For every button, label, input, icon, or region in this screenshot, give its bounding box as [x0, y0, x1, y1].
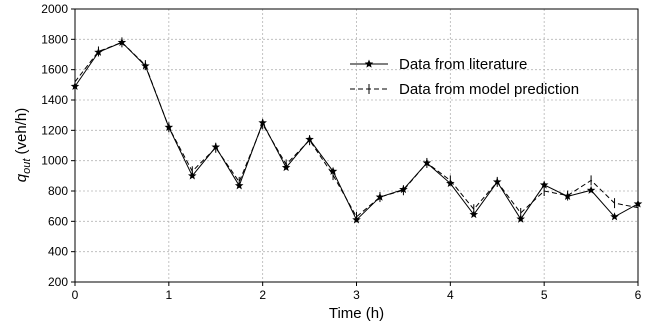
- data-point-literature: [375, 192, 385, 201]
- x-tick-label: 4: [447, 288, 454, 302]
- data-point-literature: [469, 210, 479, 219]
- tick-labels: 200 400 600 800 1000 1200 1400 1600 1800 2000 0 1 2 3…: [41, 2, 641, 302]
- y-tick-label: 1000: [41, 154, 68, 168]
- data-point-literature: [516, 214, 525, 223]
- y-axis-label-subscript: out: [21, 158, 33, 174]
- y-tick-label: 200: [48, 275, 68, 289]
- y-tick-label: 1800: [41, 32, 68, 46]
- x-tick-label: 5: [541, 288, 548, 302]
- data-point-literature: [422, 158, 432, 167]
- data-point-literature: [117, 37, 127, 47]
- data-point-literature: [164, 122, 174, 131]
- data-point-literature: [328, 166, 338, 175]
- data-point-literature: [446, 178, 455, 188]
- data-point-literature: [610, 212, 619, 221]
- y-tick-label: 800: [48, 184, 68, 198]
- legend-label-model: Data from model prediction: [399, 81, 579, 98]
- y-axis-label-unit: (veh/h): [13, 108, 30, 159]
- data-point-literature: [352, 215, 361, 224]
- y-tick-label: 1600: [41, 63, 68, 77]
- data-point-literature: [563, 191, 572, 200]
- x-axis-label: Time (h): [329, 305, 384, 322]
- legend-label-literature: Data from literature: [399, 56, 527, 73]
- x-tick-label: 3: [353, 288, 360, 302]
- y-tick-label: 600: [48, 214, 68, 228]
- y-tick-label: 2000: [41, 2, 68, 16]
- data-point-literature: [188, 171, 197, 180]
- x-tick-label: 2: [259, 288, 266, 302]
- data-point-literature: [258, 118, 267, 127]
- legend-marker-literature: [364, 59, 374, 68]
- data-point-literature: [539, 180, 549, 189]
- data-point-literature: [94, 47, 103, 56]
- data-point-literature: [586, 185, 596, 194]
- data-point-literature: [141, 61, 150, 70]
- data-point-literature: [211, 142, 221, 151]
- series-layer: [70, 37, 643, 224]
- data-point-literature: [399, 184, 408, 194]
- x-tick-label: 6: [635, 288, 642, 302]
- data-point-literature: [305, 134, 314, 144]
- y-tick-label: 400: [48, 245, 68, 259]
- x-tick-label: 0: [72, 288, 79, 302]
- y-axis-label-main: q: [13, 173, 30, 182]
- data-point-literature: [492, 177, 502, 186]
- data-point-literature: [281, 162, 291, 172]
- x-tick-label: 1: [165, 288, 172, 302]
- legend: Data from literature Data from model pre…: [350, 56, 579, 98]
- y-tick-label: 1400: [41, 93, 68, 107]
- y-tick-label: 1200: [41, 123, 68, 137]
- y-axis-label: qout (veh/h): [13, 108, 33, 183]
- data-point-literature: [234, 181, 244, 190]
- grid: [74, 8, 639, 283]
